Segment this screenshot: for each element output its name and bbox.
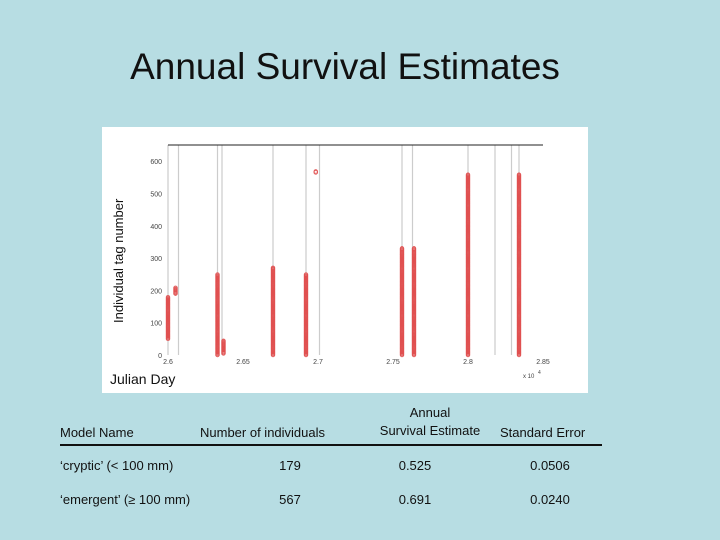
data-point [270,265,276,270]
data-point [303,272,309,277]
row-estimate: 0.691 [398,492,432,507]
survival-table: Model Name Number of individuals Annual … [60,404,615,507]
y-tick-label: 100 [150,321,162,328]
table-row: ‘cryptic’ (< 100 mm) 179 0.525 0.0506 [60,458,615,478]
x-tick-label: 2.8 [463,359,473,366]
data-point [411,246,417,251]
chart-figure: 0 100 200 300 400 500 600 2.6 2.65 2.7 2.75 2.8 2.85… [102,127,588,393]
y-tick-label: 200 [150,288,162,295]
row-count: 179 [279,458,301,473]
data-point [173,285,178,290]
y-tick-label: 0 [158,353,162,360]
x-exponent-label: x 10 [523,374,535,380]
data-point [516,172,522,177]
header-estimate-line2: Survival Estimate [379,423,481,438]
y-tick-label: 400 [150,224,162,231]
y-axis-label: Individual tag number [111,198,126,323]
header-model-name: Model Name [60,425,134,440]
header-annual-survival-estimate: Annual Survival Estimate [365,404,495,440]
data-point [399,246,405,251]
x-axis-label: Julian Day [110,371,176,387]
data-point [313,169,318,174]
row-standard-error: 0.0240 [530,492,570,507]
x-exponent-power: 4 [538,370,541,376]
row-count: 567 [279,492,301,507]
x-tick-label: 2.75 [386,359,400,366]
slide-title: Annual Survival Estimates [130,46,560,87]
header-estimate-line1: Annual [409,405,451,420]
data-point [165,294,171,300]
y-tick-label: 600 [150,159,162,166]
data-point [215,272,220,277]
x-tick-label: 2.85 [536,359,550,366]
data-point [221,338,226,343]
header-rule [60,444,602,446]
header-standard-error: Standard Error [500,425,586,440]
table-row: ‘emergent’ (≥ 100 mm) 567 0.691 0.0240 [60,492,615,512]
scatter-chart: 0 100 200 300 400 500 600 2.6 2.65 2.7 2.75 2.8 2.85… [150,144,550,380]
y-tick-label: 300 [150,256,162,263]
row-standard-error: 0.0506 [530,458,570,473]
x-tick-label: 2.7 [313,359,323,366]
row-model: ‘cryptic’ (< 100 mm) [60,458,174,473]
table-header: Model Name Number of individuals Annual … [60,404,615,442]
row-estimate: 0.525 [398,458,432,473]
header-number-of-individuals: Number of individuals [200,425,326,440]
x-tick-label: 2.6 [163,359,173,366]
y-tick-label: 500 [150,191,162,198]
row-model: ‘emergent’ (≥ 100 mm) [60,492,191,507]
x-tick-label: 2.65 [236,359,250,366]
data-point [465,172,471,177]
